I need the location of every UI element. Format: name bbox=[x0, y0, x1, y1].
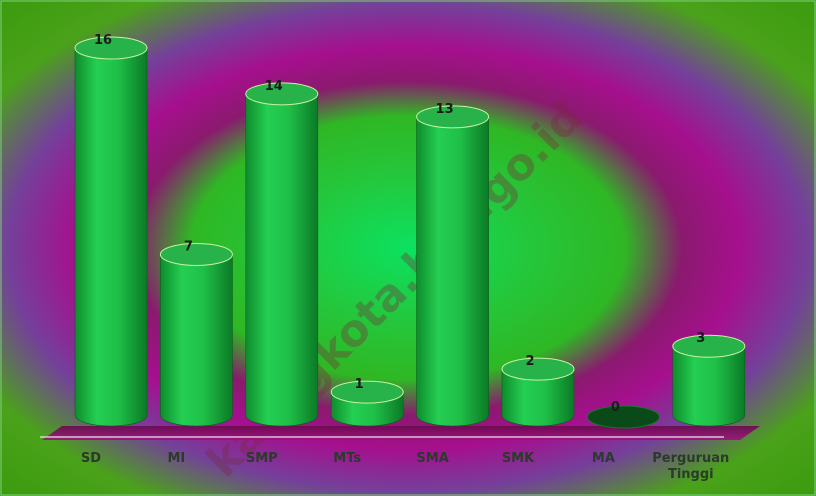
bar-mts bbox=[330, 380, 404, 427]
category-labels-group: SD MI SMP MTs SMA SMK MA Perguruan Tinggi bbox=[81, 451, 729, 482]
bar-top-mi bbox=[159, 242, 233, 266]
value-label-smp: 14 bbox=[265, 79, 283, 94]
value-label-sd: 16 bbox=[94, 33, 112, 48]
category-label-perguruan-tinggi: Perguruan Tinggi bbox=[652, 451, 729, 482]
category-label-mi: MI bbox=[168, 451, 186, 466]
category-label-sd: SD bbox=[81, 451, 101, 466]
bar-body-sma bbox=[416, 116, 489, 427]
bar-body-sd bbox=[74, 47, 148, 427]
bar-smp bbox=[245, 82, 319, 427]
bar-sd bbox=[74, 36, 148, 427]
bar-top-sd bbox=[74, 36, 148, 60]
value-label-smk: 2 bbox=[525, 354, 534, 369]
category-label-smp: SMP bbox=[246, 451, 278, 466]
bar-top-smk bbox=[501, 357, 575, 381]
bar-sma bbox=[416, 105, 490, 427]
chart-floor bbox=[42, 426, 760, 440]
bar-top-smp bbox=[245, 82, 319, 106]
bar-perguruan-tinggi bbox=[672, 334, 746, 427]
bar-top-sma bbox=[416, 105, 490, 129]
value-label-perguruan-tinggi: 3 bbox=[696, 331, 705, 346]
bar-smk bbox=[501, 357, 575, 427]
category-label-mts: MTs bbox=[333, 451, 361, 466]
bar-top-mts bbox=[330, 380, 404, 404]
category-label-ma: MA bbox=[592, 451, 615, 466]
category-label-smk: SMK bbox=[502, 451, 535, 466]
value-label-mts: 1 bbox=[355, 377, 364, 392]
category-label-sma: SMA bbox=[416, 451, 448, 466]
bar-ma bbox=[586, 405, 660, 429]
value-label-ma: 0 bbox=[611, 400, 620, 415]
value-label-sma: 13 bbox=[436, 102, 454, 117]
bar-top-perguruan-tinggi bbox=[672, 334, 746, 358]
value-label-mi: 7 bbox=[184, 239, 193, 254]
bar-body-smp bbox=[245, 93, 319, 427]
bar-body-smk bbox=[501, 368, 575, 427]
bar-mi bbox=[159, 242, 233, 427]
bar-top-ma bbox=[586, 405, 660, 429]
bar-body-perguruan-tinggi bbox=[672, 345, 746, 427]
bar-body-mi bbox=[160, 254, 233, 427]
bars-group bbox=[74, 36, 746, 429]
value-labels-group: 16 7 14 1 13 2 0 3 bbox=[94, 33, 705, 415]
